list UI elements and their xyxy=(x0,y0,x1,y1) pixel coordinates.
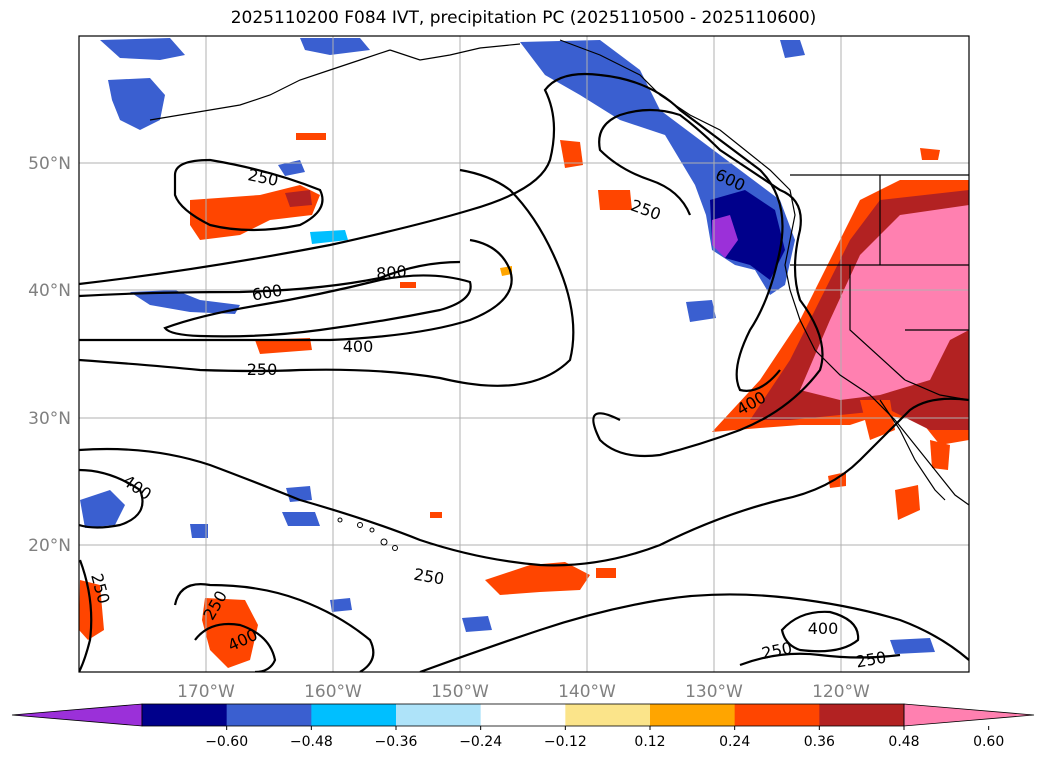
colorbar-segment xyxy=(311,704,397,726)
anomaly-blob xyxy=(285,190,312,207)
lon-label: 170°W xyxy=(177,682,235,702)
alaska-coast xyxy=(389,43,521,61)
contour-label: 400 xyxy=(343,337,374,356)
colorbar-segment xyxy=(819,704,905,726)
anomaly-blob xyxy=(686,300,716,322)
contour-600 xyxy=(79,260,461,298)
anomaly-blob xyxy=(800,205,969,400)
contour-250 xyxy=(79,559,93,672)
lat-label: 30°N xyxy=(28,409,71,429)
anomaly-blob xyxy=(930,440,950,470)
colorbar-tick-label: 0.36 xyxy=(804,734,835,750)
anomaly-blob xyxy=(296,133,326,140)
anomaly-blob xyxy=(300,38,370,55)
colorbar: −0.60 −0.48 −0.36 −0.24 −0.12 0.12 0.24 0.36 0.4… xyxy=(11,703,1035,750)
anomaly-blob xyxy=(310,230,348,244)
contour-250 xyxy=(79,397,969,567)
lat-label: 40°N xyxy=(28,281,71,301)
lat-label: 50°N xyxy=(28,154,71,174)
anomaly-blob xyxy=(560,140,583,168)
colorbar-segment xyxy=(565,704,651,726)
contour-250 xyxy=(173,583,375,672)
contour-400 xyxy=(592,108,824,458)
plot-frame xyxy=(78,35,970,673)
colorbar-tick-label: −0.60 xyxy=(205,734,248,750)
colorbar-segment xyxy=(226,704,312,726)
colorbar-tick-label: 0.24 xyxy=(719,734,750,750)
state-border xyxy=(849,265,906,381)
lon-label: 120°W xyxy=(812,682,870,702)
colorbar-tick-label: −0.48 xyxy=(290,734,333,750)
anomaly-blob xyxy=(80,490,125,528)
latitude-labels: 50°N 40°N 30°N 20°N xyxy=(28,154,71,556)
ivt-contours xyxy=(79,72,969,672)
contour-400 xyxy=(194,622,277,672)
contour-250 xyxy=(739,652,901,667)
anomaly-blob xyxy=(485,562,590,595)
colorbar-segment xyxy=(734,704,820,726)
anomaly-blob xyxy=(462,616,492,632)
contour-400 xyxy=(79,468,144,529)
colorbar-frame xyxy=(141,703,905,727)
anomaly-blob xyxy=(596,568,616,578)
longitude-labels: 170°W 160°W 150°W 140°W 130°W 120°W xyxy=(177,682,870,702)
coastlines xyxy=(149,39,969,506)
lon-label: 130°W xyxy=(685,682,743,702)
anomaly-blob xyxy=(400,282,416,288)
colorbar-segment xyxy=(142,704,228,726)
contour-250 xyxy=(79,168,575,387)
anomaly-blob xyxy=(895,485,920,520)
colorbar-tick-label: 0.12 xyxy=(634,734,665,750)
anomaly-blob xyxy=(108,78,165,130)
colorbar-tick-label: 0.48 xyxy=(888,734,919,750)
contour-250 xyxy=(79,72,784,392)
lat-label: 20°N xyxy=(28,536,71,556)
lon-label: 160°W xyxy=(304,682,362,702)
colorbar-segment xyxy=(650,704,736,726)
negative-anomaly-regions xyxy=(80,38,935,654)
lon-label: 140°W xyxy=(558,682,616,702)
anomaly-blob xyxy=(202,598,258,668)
colorbar-extend-low xyxy=(11,703,143,727)
anomaly-blob xyxy=(282,512,320,526)
colorbar-tick-label: 0.60 xyxy=(973,734,1004,750)
anomaly-blob xyxy=(712,215,738,258)
contour-800 xyxy=(163,274,472,338)
colorbar-extend-high xyxy=(903,703,1035,727)
aleutians xyxy=(149,49,391,121)
anomaly-blob xyxy=(920,148,940,160)
lon-label: 150°W xyxy=(431,682,489,702)
contour-label: 400 xyxy=(808,619,839,638)
contour-250 xyxy=(173,158,324,232)
anomaly-blob xyxy=(100,38,185,60)
anomaly-blob xyxy=(710,190,785,280)
anomaly-blob xyxy=(278,160,305,176)
anomaly-blob xyxy=(890,638,935,654)
anomaly-blob xyxy=(598,190,632,210)
contour-250 xyxy=(419,593,969,672)
contour-400 xyxy=(780,610,860,653)
anomaly-blob xyxy=(430,512,442,518)
colorbar-segment xyxy=(480,704,566,726)
map-panel: 250 250 800 600 400 250 400 600 250 400 … xyxy=(79,36,969,672)
contour-400 xyxy=(79,238,513,342)
hawaiian-islands xyxy=(337,517,398,551)
anomaly-blob xyxy=(255,338,312,354)
anomaly-blob xyxy=(130,290,240,314)
anomaly-blob xyxy=(780,40,805,58)
contour-label: 800 xyxy=(375,262,407,284)
anomaly-blob xyxy=(190,524,208,538)
colorbar-tick-label: −0.24 xyxy=(459,734,502,750)
contour-label: 250 xyxy=(247,360,278,379)
colorbar-segment xyxy=(396,704,482,726)
anomaly-blob xyxy=(330,598,352,612)
colorbar-tick-label: −0.12 xyxy=(544,734,587,750)
baja-coast xyxy=(879,399,946,501)
chart-title: 2025110200 F084 IVT, precipitation PC (2… xyxy=(230,8,817,28)
colorbar-tick-label: −0.36 xyxy=(375,734,418,750)
